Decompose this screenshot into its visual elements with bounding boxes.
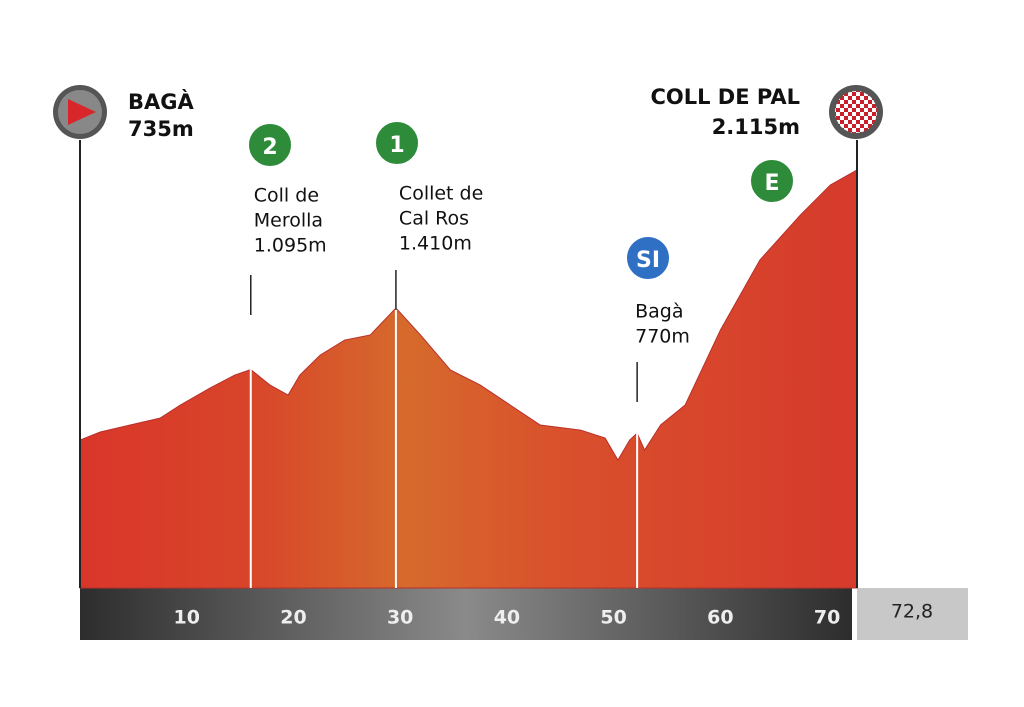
badge-text: 2 [262, 135, 277, 160]
distance-axis [80, 588, 852, 640]
x-tick-label: 40 [494, 607, 520, 629]
finish-elevation: 2.115m [712, 115, 800, 139]
x-tick-label: 60 [707, 607, 733, 629]
point-label: 1.095m [254, 235, 327, 257]
x-tick-label: 30 [387, 607, 413, 629]
point-label: 770m [635, 326, 690, 348]
point-label: Bagà [635, 301, 683, 323]
point-label: Cal Ros [399, 208, 469, 230]
total-box [857, 588, 968, 640]
start-name: BAGÀ [128, 89, 194, 114]
x-tick-label: 50 [600, 607, 626, 629]
badge [625, 235, 671, 281]
x-tick-label: 20 [280, 607, 306, 629]
badge-text: E [764, 171, 779, 196]
point-label: Merolla [254, 210, 323, 232]
point-label: Collet de [399, 183, 483, 205]
x-tick-label: 70 [814, 607, 840, 629]
total-distance: 72,8 [891, 601, 933, 623]
start-elevation: 735m [128, 117, 194, 141]
finish-name: COLL DE PAL [650, 85, 800, 109]
elevation-area [79, 169, 858, 589]
badge [749, 158, 795, 204]
point-label: Coll de [254, 185, 319, 207]
point-label: 1.410m [399, 233, 472, 255]
start-icon [53, 85, 107, 139]
finish-icon [829, 85, 883, 139]
badge [247, 122, 293, 168]
badge-text: 1 [389, 133, 404, 158]
x-tick-label: 10 [174, 607, 200, 629]
badge [374, 120, 420, 166]
badge-text: SI [636, 248, 660, 273]
